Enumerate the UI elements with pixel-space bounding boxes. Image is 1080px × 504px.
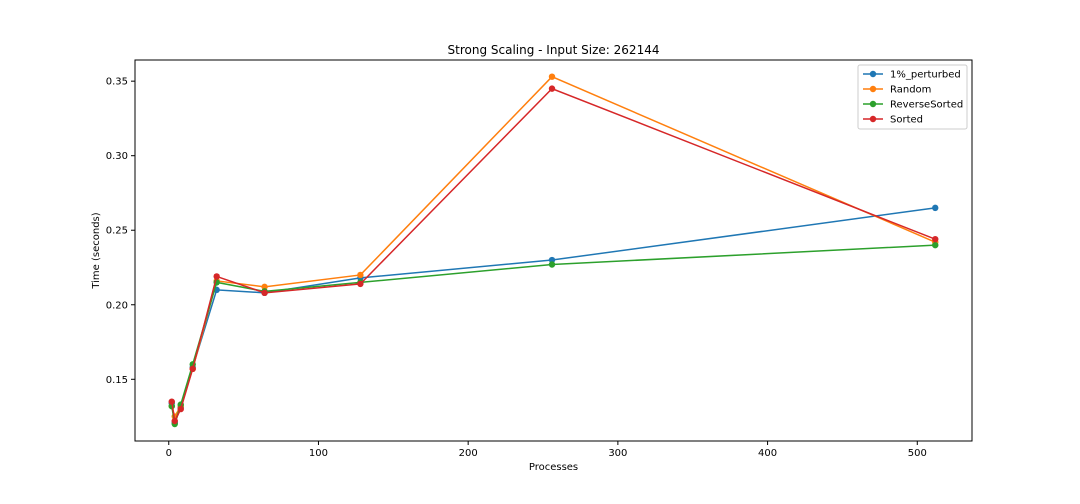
x-axis-ticks: 0 100 200 300 400 500: [166, 441, 927, 459]
data-point-1-perturbed: [932, 204, 939, 212]
series-random: [168, 73, 939, 420]
data-point-random: [548, 73, 556, 80]
series-reversesorted: [168, 241, 939, 428]
legend-label: 1%_perturbed: [890, 70, 961, 81]
legend-label: Sorted: [890, 115, 923, 126]
series-1-perturbed: [168, 204, 939, 426]
data-point-random: [357, 271, 364, 279]
y-axis-label: Time (seconds): [91, 212, 102, 289]
legend-item-sorted: Sorted: [863, 115, 923, 126]
x-tick-label: 100: [309, 448, 328, 459]
legend-item-1-perturbed: 1%_perturbed: [863, 70, 961, 81]
data-point-sorted: [548, 85, 556, 92]
data-point-sorted: [932, 235, 939, 243]
data-point-reversesorted: [932, 241, 939, 249]
series-line-sorted: [171, 87, 936, 424]
data-point-random: [261, 283, 268, 291]
legend: 1%_perturbed Random ReverseSorted Sorted: [857, 64, 968, 130]
data-point-sorted: [171, 417, 178, 425]
series-sorted: [168, 85, 939, 425]
data-point-reversesorted: [548, 261, 556, 268]
legend-item-reversesorted: ReverseSorted: [863, 100, 963, 111]
x-tick-label: 300: [608, 448, 627, 459]
series-line-reversesorted: [171, 244, 936, 425]
series-line-random: [171, 75, 936, 419]
legend-swatch-marker: [869, 70, 877, 78]
y-tick-label: 0.15: [106, 375, 128, 386]
legend-label: ReverseSorted: [890, 100, 963, 111]
legend-swatch-marker: [869, 85, 877, 93]
x-tick-label: 0: [166, 448, 172, 459]
data-point-sorted: [261, 289, 268, 297]
data-point-1-perturbed: [548, 256, 556, 264]
series-layer: [168, 73, 939, 428]
data-point-sorted: [177, 405, 184, 413]
data-point-sorted: [189, 365, 196, 373]
y-tick-label: 0.35: [106, 77, 128, 88]
y-axis-ticks: 0.15 0.20 0.25 0.30 0.35: [106, 77, 135, 386]
x-tick-label: 400: [758, 448, 777, 459]
legend-label: Random: [890, 85, 931, 96]
y-tick-label: 0.25: [106, 226, 128, 237]
legend-swatch-marker: [869, 115, 877, 123]
x-tick-label: 500: [908, 448, 927, 459]
data-point-sorted: [357, 280, 364, 288]
data-point-sorted: [168, 398, 175, 405]
series-line-1-perturbed: [171, 207, 936, 426]
y-tick-label: 0.20: [106, 300, 128, 311]
legend-box: [857, 64, 968, 130]
y-tick-label: 0.30: [106, 151, 128, 162]
legend-swatch-marker: [869, 100, 877, 108]
x-axis-label: Processes: [529, 462, 578, 473]
chart-title: Strong Scaling - Input Size: 262144: [448, 43, 660, 57]
data-point-sorted: [213, 273, 220, 280]
plot-frame: [134, 59, 973, 442]
x-tick-label: 200: [459, 448, 478, 459]
legend-item-random: Random: [863, 85, 931, 96]
